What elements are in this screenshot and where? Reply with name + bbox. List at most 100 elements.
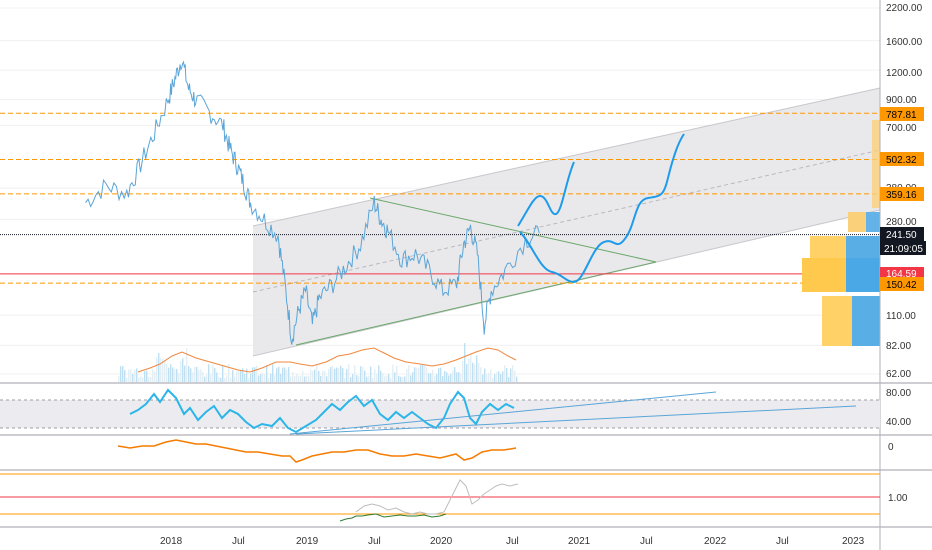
volume-bar <box>470 354 472 382</box>
x-tick-label: Jul <box>232 536 245 547</box>
volume-bar <box>284 367 286 382</box>
volume-bar <box>336 367 338 382</box>
volume-bar <box>190 368 192 382</box>
volume-bar <box>370 366 372 382</box>
volume-bar <box>392 364 394 382</box>
volume-bar <box>332 365 334 382</box>
price-line <box>85 60 540 345</box>
volume-bar <box>200 369 202 382</box>
price-tag <box>880 152 924 166</box>
volume-bar <box>204 376 206 382</box>
volume-bar <box>222 365 224 382</box>
volume-bar <box>448 375 450 382</box>
countdown-label: 21:09:05 <box>884 244 923 255</box>
volume-bar <box>440 367 442 382</box>
volume-bar <box>298 375 300 382</box>
volume-bar <box>480 367 482 382</box>
volume-bar <box>354 365 356 382</box>
volume-bar <box>312 370 314 382</box>
volume-bar <box>188 366 190 382</box>
y-tick-label: 110.00 <box>886 311 916 322</box>
volume-bar <box>294 375 296 382</box>
volume-bar <box>280 373 282 382</box>
volume-bar <box>266 365 268 382</box>
volume-bar <box>472 362 474 382</box>
volume-bar <box>300 375 302 382</box>
volume-bar <box>206 374 208 382</box>
volume-bar <box>368 375 370 382</box>
volume-bar <box>496 371 498 382</box>
volume-bar <box>454 367 456 382</box>
volume-bar <box>132 373 134 382</box>
y-tick-label: 0 <box>888 442 894 453</box>
volume-bar <box>260 373 262 382</box>
y-axis: 2200.00 1600.00 1200.00 900.00 700.00 38… <box>886 3 923 504</box>
volume-bar <box>418 367 420 382</box>
volume-bar <box>408 365 410 382</box>
volume-bar <box>484 368 486 382</box>
volume-bar <box>226 375 228 382</box>
volume-bar <box>344 377 346 382</box>
rsi-trendline-2 <box>295 405 857 435</box>
y-tick-label: 900.00 <box>886 95 917 106</box>
volume-bar <box>474 364 476 382</box>
volume-bar <box>386 375 388 382</box>
rsi-pane <box>0 388 880 435</box>
volume-bar <box>424 364 426 382</box>
volume-bar <box>172 367 174 382</box>
volume-bar <box>446 372 448 382</box>
volume-bar <box>278 366 280 382</box>
x-tick-label: Jul <box>506 536 519 547</box>
volume-moving-average <box>137 347 517 373</box>
volume-bar <box>504 365 506 382</box>
volume-bar <box>246 368 248 382</box>
ratio-line-green <box>339 513 447 522</box>
volume-bar <box>224 377 226 382</box>
volume-bar <box>230 377 232 382</box>
volume-bar <box>402 377 404 382</box>
triangle-pattern <box>295 197 657 346</box>
volume-bar <box>268 377 270 382</box>
rsi-trendline-1 <box>289 391 717 435</box>
volume-bar <box>160 358 162 382</box>
volume-bar <box>412 372 414 382</box>
price-tag <box>880 241 926 255</box>
x-tick-label: 2020 <box>430 536 453 547</box>
volume-bar <box>202 371 204 382</box>
volume-bar <box>276 368 278 382</box>
volume-bar <box>356 375 358 382</box>
volume-bar <box>406 369 408 382</box>
oscillator-line <box>117 439 517 463</box>
oscillator-pane <box>117 439 517 463</box>
x-tick-label: 2019 <box>296 536 319 547</box>
volume-bar <box>310 369 312 382</box>
volume-bar <box>502 371 504 382</box>
volume-bar <box>490 369 492 382</box>
volume-bar <box>450 373 452 382</box>
volume-bar <box>388 374 390 382</box>
volume-bar <box>236 371 238 382</box>
volume-bar <box>292 371 294 382</box>
volume-bar <box>250 373 252 382</box>
volume-bar <box>320 375 322 382</box>
volume-bar <box>494 374 496 382</box>
volume-bar <box>234 376 236 382</box>
volume-bar <box>324 371 326 382</box>
volume-bar <box>374 369 376 382</box>
volume-bar <box>208 364 210 382</box>
volume-bar <box>144 371 146 382</box>
volume-bar <box>126 377 128 382</box>
volume-bar <box>476 355 478 382</box>
volume-bar <box>380 370 382 382</box>
volume-bar <box>398 375 400 382</box>
volume-bar <box>330 366 332 382</box>
volume-bar <box>196 366 198 382</box>
y-tick-label: 1.00 <box>888 493 908 504</box>
y-tick-label: 82.00 <box>886 341 911 352</box>
volume-bar <box>162 358 164 382</box>
volume-bar <box>314 369 316 382</box>
volume-bar <box>458 372 460 382</box>
price-tag-label: 502.32 <box>886 155 917 166</box>
volume-bar <box>508 377 510 382</box>
